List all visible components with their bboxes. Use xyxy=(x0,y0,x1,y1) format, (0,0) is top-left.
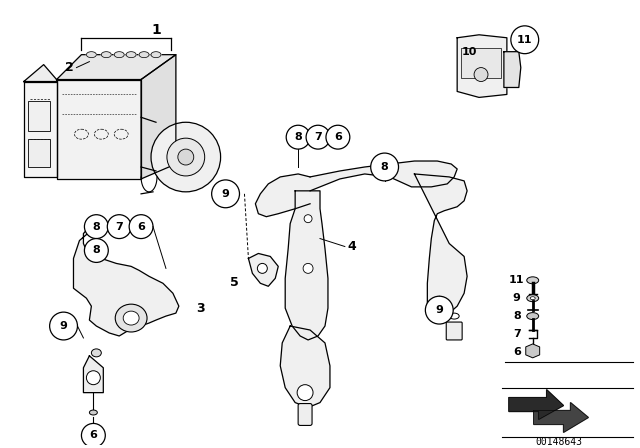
Text: 9: 9 xyxy=(435,305,444,315)
Polygon shape xyxy=(248,254,278,286)
FancyBboxPatch shape xyxy=(28,101,50,131)
Text: 00148643: 00148643 xyxy=(535,437,582,448)
Circle shape xyxy=(326,125,350,149)
Text: 8: 8 xyxy=(381,162,388,172)
Polygon shape xyxy=(24,82,56,177)
Text: 2: 2 xyxy=(65,61,74,74)
Text: 11: 11 xyxy=(509,276,525,285)
Text: 8: 8 xyxy=(513,311,521,321)
Text: 4: 4 xyxy=(348,240,356,253)
FancyBboxPatch shape xyxy=(446,322,462,340)
Polygon shape xyxy=(280,326,330,408)
Ellipse shape xyxy=(527,295,539,302)
Circle shape xyxy=(303,263,313,273)
Ellipse shape xyxy=(139,52,149,58)
Ellipse shape xyxy=(86,52,97,58)
Polygon shape xyxy=(457,35,507,97)
Text: 9: 9 xyxy=(221,189,230,199)
Polygon shape xyxy=(509,390,564,419)
Ellipse shape xyxy=(527,277,539,284)
Circle shape xyxy=(129,215,153,238)
Circle shape xyxy=(81,423,106,447)
Text: 6: 6 xyxy=(334,132,342,142)
Text: 1: 1 xyxy=(151,23,161,37)
Polygon shape xyxy=(534,403,588,432)
Text: 8: 8 xyxy=(92,246,100,255)
Text: 10: 10 xyxy=(462,47,477,57)
Polygon shape xyxy=(310,161,457,191)
Text: 3: 3 xyxy=(196,302,204,314)
FancyBboxPatch shape xyxy=(461,47,501,78)
Polygon shape xyxy=(415,174,467,316)
Ellipse shape xyxy=(178,149,194,165)
Ellipse shape xyxy=(527,313,539,319)
Circle shape xyxy=(108,215,131,238)
Circle shape xyxy=(474,68,488,82)
Ellipse shape xyxy=(167,138,205,176)
Circle shape xyxy=(297,385,313,401)
Circle shape xyxy=(371,153,399,181)
FancyBboxPatch shape xyxy=(298,404,312,426)
Text: 9: 9 xyxy=(513,293,521,303)
Ellipse shape xyxy=(123,311,139,325)
Polygon shape xyxy=(24,65,56,82)
FancyBboxPatch shape xyxy=(28,139,50,167)
Circle shape xyxy=(86,371,100,385)
Polygon shape xyxy=(285,191,328,340)
Text: 6: 6 xyxy=(137,222,145,232)
Text: 8: 8 xyxy=(294,132,302,142)
Circle shape xyxy=(257,263,268,273)
Ellipse shape xyxy=(126,52,136,58)
Text: 7: 7 xyxy=(314,132,322,142)
Circle shape xyxy=(212,180,239,208)
Text: 6: 6 xyxy=(90,431,97,440)
Polygon shape xyxy=(504,52,521,87)
Text: 11: 11 xyxy=(517,35,532,45)
Ellipse shape xyxy=(90,410,97,415)
Text: 7: 7 xyxy=(513,329,521,339)
Ellipse shape xyxy=(530,297,535,300)
Polygon shape xyxy=(56,79,141,179)
Ellipse shape xyxy=(115,304,147,332)
Polygon shape xyxy=(83,356,103,392)
Polygon shape xyxy=(141,55,176,179)
Ellipse shape xyxy=(151,52,161,58)
Circle shape xyxy=(84,238,108,263)
Circle shape xyxy=(286,125,310,149)
Circle shape xyxy=(84,215,108,238)
Ellipse shape xyxy=(101,52,111,58)
Polygon shape xyxy=(56,55,176,79)
Ellipse shape xyxy=(449,313,459,319)
Text: 7: 7 xyxy=(115,222,123,232)
Circle shape xyxy=(50,312,77,340)
Circle shape xyxy=(306,125,330,149)
Ellipse shape xyxy=(151,122,221,192)
Ellipse shape xyxy=(92,349,101,357)
Polygon shape xyxy=(74,217,179,336)
Text: 9: 9 xyxy=(60,321,67,331)
Circle shape xyxy=(511,26,539,54)
Circle shape xyxy=(426,296,453,324)
Circle shape xyxy=(304,215,312,223)
Text: 5: 5 xyxy=(230,276,239,289)
Text: 6: 6 xyxy=(513,347,521,357)
Polygon shape xyxy=(255,174,310,217)
Text: 8: 8 xyxy=(92,222,100,232)
Polygon shape xyxy=(525,344,540,358)
Ellipse shape xyxy=(115,52,124,58)
